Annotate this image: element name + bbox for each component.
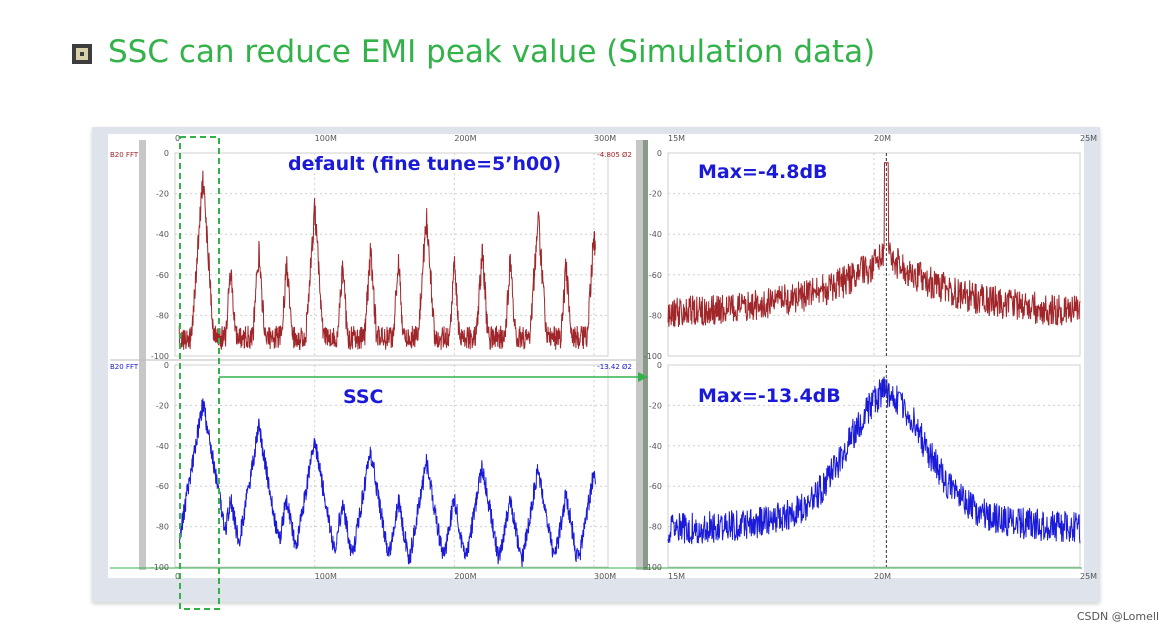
x-tick-label: 15M [668,572,685,581]
y-tick-label: -100 [644,352,662,361]
y-tick-label: -80 [649,523,662,532]
x-tick-label: 25M [1080,572,1097,581]
ssc-zoom-trace [667,376,1081,545]
y-tick-label: -100 [151,563,169,572]
y-tick-label: 0 [164,361,169,370]
y-tick-label: -40 [156,230,169,239]
max-ssc-annotation: Max=-13.4dB [698,385,841,407]
default-annotation: default (fine tune=5’h00) [288,153,561,175]
ssc-arrow-head [638,372,648,382]
default-full-spectrum-panel: 0 -20 -40 -60 -80 -100 0 100M 200M 300M B20 FFT -4.… [110,134,632,361]
ssc-full-spectrum-panel: 0 -20 -40 -60 -80 -100 0 100M 200M 300M B20 FFT -13… [110,361,632,581]
y-tick-label: 0 [657,361,662,370]
y-tick-label: -20 [156,401,169,410]
y-tick-label: 0 [657,149,662,158]
x-tick-label: 100M [315,134,337,143]
x-tick-label: 200M [454,572,476,581]
title-bullet-icon [72,44,92,64]
middle-scroll-bar [636,140,643,570]
x-tick-label: 20M [874,572,891,581]
x-tick-label: 20M [874,134,891,143]
y-tick-label: -80 [156,523,169,532]
y-tick-label: -20 [649,190,662,199]
ssc-zoom-panel: 0 -20 -40 -60 -80 -100 15M 20M 25M [644,361,1097,581]
y-tick-label: -60 [156,271,169,280]
left-scroll-bar [139,140,146,570]
x-tick-label: 300M [594,572,616,581]
y-tick-label: -60 [649,482,662,491]
x-tick-label: 15M [668,134,685,143]
default-zoom-panel: 0 -20 -40 -60 -80 -100 15M 20M 25M [644,134,1097,361]
y-tick-label: -40 [649,230,662,239]
y-tick-label: -80 [156,311,169,320]
ssc-full-spectrum-trace-label: B20 FFT [110,363,139,371]
x-tick-label: 200M [454,134,476,143]
watermark: CSDN @Lomell [1076,610,1159,623]
first-harmonic-highlight [179,136,220,610]
x-tick-label: 0 [175,572,180,581]
x-tick-label: 25M [1080,134,1097,143]
ssc-full-spectrum-plot-area [174,364,609,568]
default-full-spectrum-trace [178,170,596,351]
ssc-full-spectrum-trace [178,398,596,568]
y-tick-label: -100 [644,563,662,572]
x-tick-label: 100M [315,572,337,581]
page-title: SSC can reduce EMI peak value (Simulatio… [108,34,876,70]
default-full-spectrum-plot-area [174,152,609,357]
middle-divider [643,140,648,570]
y-tick-label: -60 [649,271,662,280]
y-tick-label: -100 [151,352,169,361]
default-full-spectrum-marker-readout: -4.805 Ø2 [597,151,632,159]
y-tick-label: -40 [649,442,662,451]
y-tick-label: -20 [156,190,169,199]
max-default-annotation: Max=-4.8dB [698,161,828,183]
y-tick-label: -40 [156,442,169,451]
y-tick-label: -80 [649,311,662,320]
x-tick-label: 0 [175,134,180,143]
default-zoom-trace [667,162,1081,328]
y-tick-label: -60 [156,482,169,491]
ssc-full-spectrum-marker-readout: -13.42 Ø2 [597,363,632,371]
default-full-spectrum-trace-label: B20 FFT [110,151,139,159]
ssc-arrow-label: SSC [343,386,383,408]
x-tick-label: 300M [594,134,616,143]
y-tick-label: -20 [649,401,662,410]
y-tick-label: 0 [164,149,169,158]
